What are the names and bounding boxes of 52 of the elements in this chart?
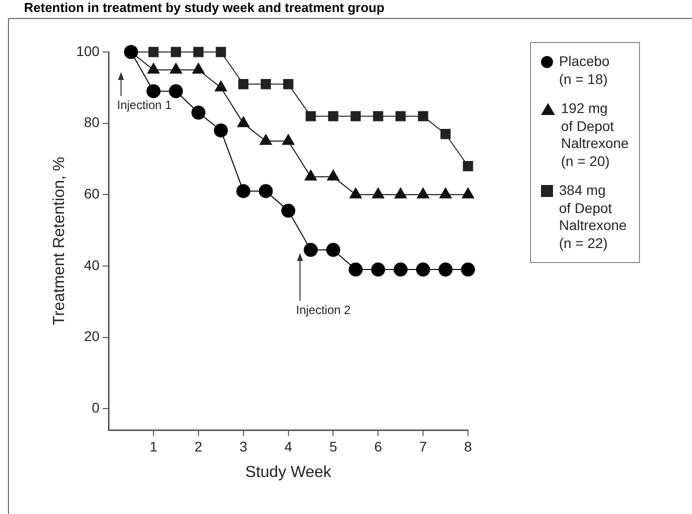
point: [396, 111, 406, 122]
point: [304, 242, 318, 257]
point: [462, 161, 474, 172]
point: [216, 46, 226, 58]
point: [148, 46, 159, 58]
point: [461, 262, 475, 277]
point: [170, 46, 182, 58]
point: [238, 79, 248, 90]
legend-label: 384 mg of Depot Naltrexone (n = 22): [559, 182, 627, 252]
point: [191, 106, 206, 120]
point: [193, 46, 204, 58]
y-axis-title: Treatment Retention, %: [51, 156, 68, 326]
point: [350, 111, 361, 122]
y-tick-label: 0: [92, 399, 100, 416]
x-axis-title: Study Week: [245, 464, 332, 481]
point: [326, 242, 340, 257]
point: [440, 128, 451, 140]
chart-title: Retention in treatment by study week and treatment group: [24, 0, 384, 15]
x-tick-label: 7: [419, 438, 428, 454]
point: [418, 111, 428, 122]
y-tick-label: 40: [84, 256, 100, 273]
point: [146, 84, 160, 98]
y-tick-label: 20: [84, 328, 100, 344]
x-tick-label: 2: [194, 438, 203, 454]
point: [373, 111, 384, 122]
x-tick-label: 4: [284, 438, 292, 454]
point: [260, 79, 271, 90]
point: [371, 262, 386, 277]
point: [236, 184, 250, 198]
annotation: Injection 2: [296, 303, 351, 317]
point: [416, 262, 430, 277]
point: [438, 262, 453, 277]
x-tick-label: 5: [329, 438, 338, 454]
legend-label: Placebo (n = 18): [559, 53, 610, 88]
x-tick-label: 3: [239, 438, 248, 454]
point: [348, 262, 363, 277]
point: [214, 123, 228, 138]
x-tick-label: 8: [464, 438, 472, 454]
point: [328, 111, 338, 122]
point: [258, 184, 273, 198]
x-tick-label: 6: [374, 438, 382, 454]
point: [168, 84, 183, 98]
legend-label: 192 mg of Depot Naltrexone (n = 20): [561, 100, 629, 170]
point: [281, 204, 296, 218]
point: [283, 79, 294, 90]
y-tick-label: 100: [76, 42, 100, 59]
annotation: Injection 1: [117, 98, 172, 112]
y-tick-label: 80: [84, 114, 100, 130]
point: [394, 262, 408, 277]
y-tick-label: 60: [84, 186, 100, 202]
x-tick-label: 1: [150, 438, 158, 454]
point: [306, 111, 316, 122]
